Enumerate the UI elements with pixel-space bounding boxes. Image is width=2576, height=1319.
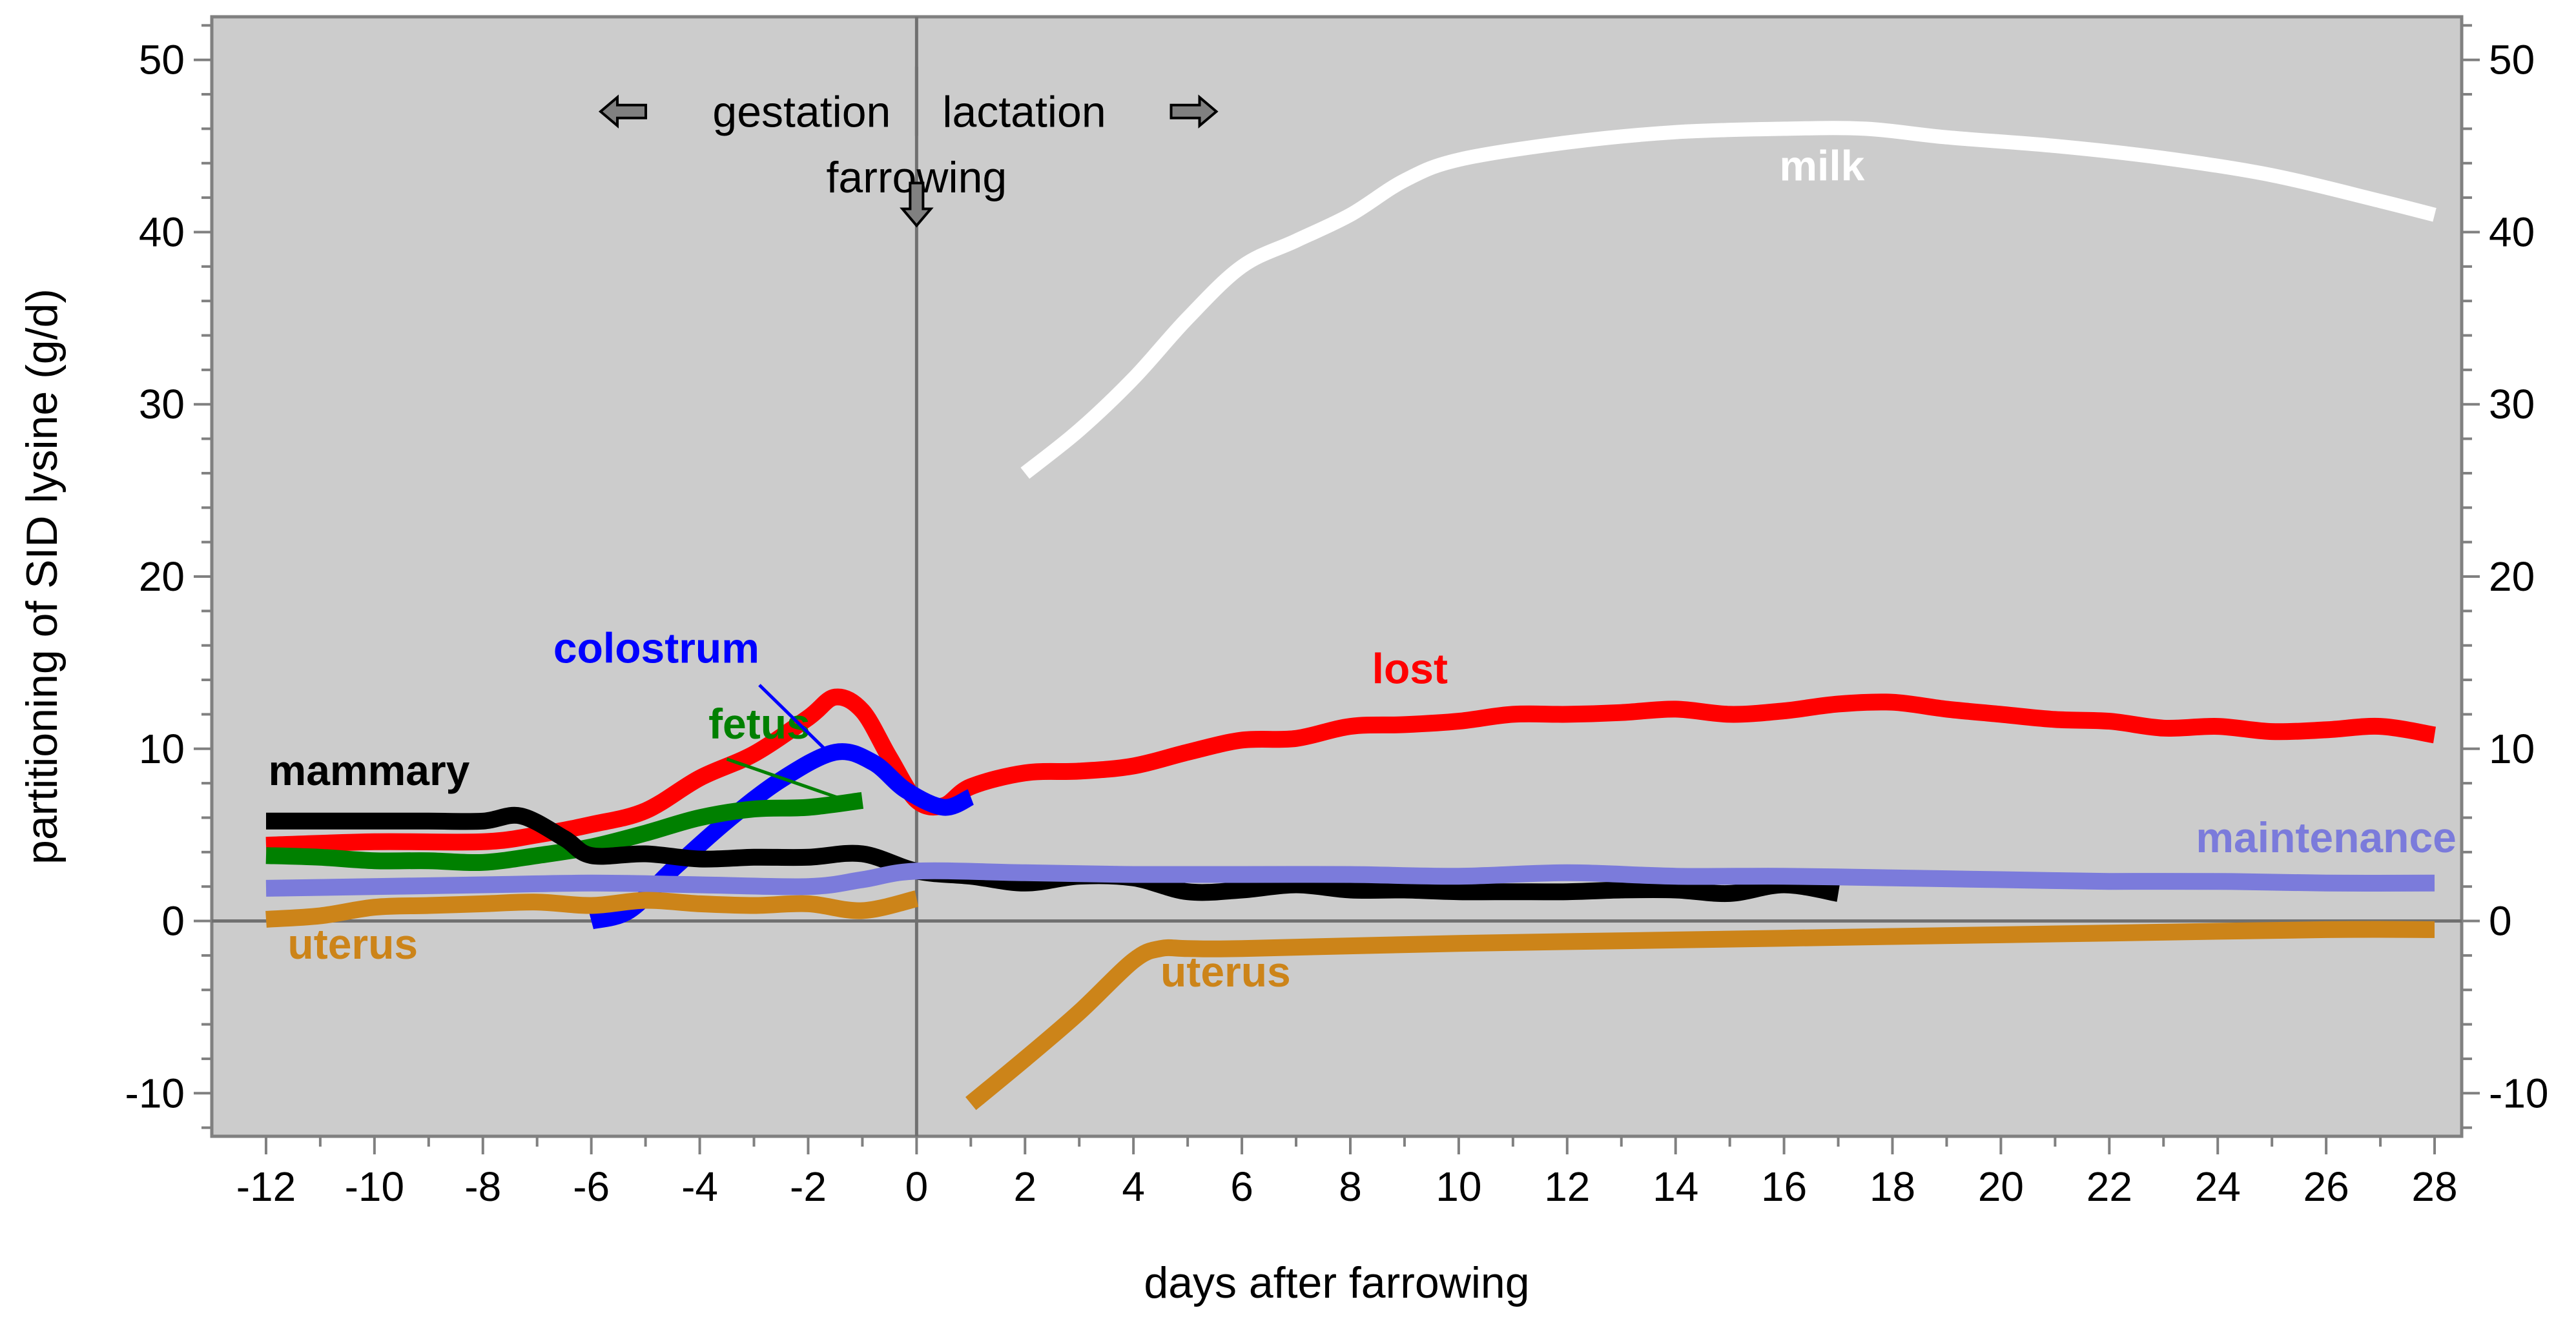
y-right-tick-label: 50 — [2489, 37, 2535, 83]
series-line-milk — [1020, 121, 2437, 479]
x-tick-label: -8 — [464, 1163, 501, 1210]
x-tick-label: -4 — [681, 1163, 718, 1210]
y-left-tick-label: 0 — [161, 898, 185, 945]
x-tick-label: 4 — [1122, 1163, 1145, 1210]
annotation-gestation: gestation — [712, 88, 891, 137]
series-label-fetus: fetus — [708, 700, 810, 748]
series-line-fetus — [265, 792, 864, 872]
series-label-colostrum: colostrum — [553, 624, 759, 671]
x-tick-label: -12 — [236, 1163, 296, 1210]
x-tick-label: 10 — [1436, 1163, 1481, 1210]
annotation-lactation: lactation — [942, 88, 1106, 137]
x-tick-label: 8 — [1339, 1163, 1362, 1210]
x-tick-label: 12 — [1544, 1163, 1590, 1210]
series-line-uterus — [965, 921, 2435, 1110]
series-layer — [265, 121, 2437, 1110]
colostrum-leader-line — [758, 684, 831, 755]
plot-frame — [210, 15, 2464, 1138]
left-arrow-icon — [598, 94, 648, 129]
x-tick-label: 28 — [2411, 1163, 2457, 1210]
y-axis-title: partitioning of SID lysine (g/d) — [17, 289, 67, 864]
series-label-mammary: mammary — [269, 746, 470, 794]
fetus-leader-line — [726, 757, 847, 803]
series-label-uterus: uterus — [287, 920, 418, 968]
y-left-tick-label: 40 — [139, 209, 185, 255]
x-tick-label: -10 — [345, 1163, 405, 1210]
x-tick-label: 0 — [905, 1163, 929, 1210]
y-right-tick-label: 0 — [2489, 898, 2512, 945]
tick-layer: -12 -10 -8 -6 -4 -2 0 2 4 6 8 10 12 14 16 18 20 22 24 26 28-… — [125, 24, 2549, 1210]
y-right-tick-label: 10 — [2489, 726, 2535, 772]
x-tick-label: 2 — [1013, 1163, 1036, 1210]
series-line-mammary — [265, 806, 1840, 903]
right-arrow-icon — [1170, 94, 1219, 129]
y-right-tick-label: -10 — [2489, 1070, 2549, 1116]
x-tick-label: 14 — [1653, 1163, 1698, 1210]
series-line-maintenance — [265, 862, 2435, 897]
x-tick-label: 20 — [1978, 1163, 2024, 1210]
series-line-lost — [265, 688, 2437, 854]
y-left-tick-label: -10 — [125, 1070, 185, 1116]
x-tick-label: 26 — [2303, 1163, 2349, 1210]
annotation-layer: gestation lactation farrowing — [598, 66, 1219, 228]
y-left-tick-label: 50 — [139, 37, 185, 83]
y-left-tick-label: 10 — [139, 726, 185, 772]
plot-background — [212, 17, 2462, 1136]
x-tick-label: 18 — [1870, 1163, 1915, 1210]
x-tick-label: -2 — [790, 1163, 827, 1210]
x-tick-label: 6 — [1230, 1163, 1253, 1210]
series-label-milk: milk — [1779, 141, 1864, 189]
x-tick-label: 16 — [1761, 1163, 1807, 1210]
x-axis-title: days after farrowing — [1144, 1258, 1529, 1307]
y-right-tick-label: 40 — [2489, 209, 2535, 255]
y-right-tick-label: 30 — [2489, 381, 2535, 427]
series-line-uterus — [265, 890, 919, 928]
x-tick-label: 22 — [2087, 1163, 2132, 1210]
series-label-layer: milk lost colostrum fetus mammary maintenance… — [269, 141, 2457, 995]
down-arrow-icon — [900, 181, 934, 228]
x-tick-label: 24 — [2195, 1163, 2241, 1210]
x-tick-label: -6 — [573, 1163, 610, 1210]
series-label-uterus: uterus — [1160, 948, 1291, 996]
y-left-tick-label: 20 — [139, 553, 185, 600]
y-left-tick-label: 30 — [139, 381, 185, 427]
series-label-lost: lost — [1372, 644, 1448, 692]
series-label-maintenance: maintenance — [2196, 813, 2456, 861]
y-right-tick-label: 20 — [2489, 553, 2535, 600]
